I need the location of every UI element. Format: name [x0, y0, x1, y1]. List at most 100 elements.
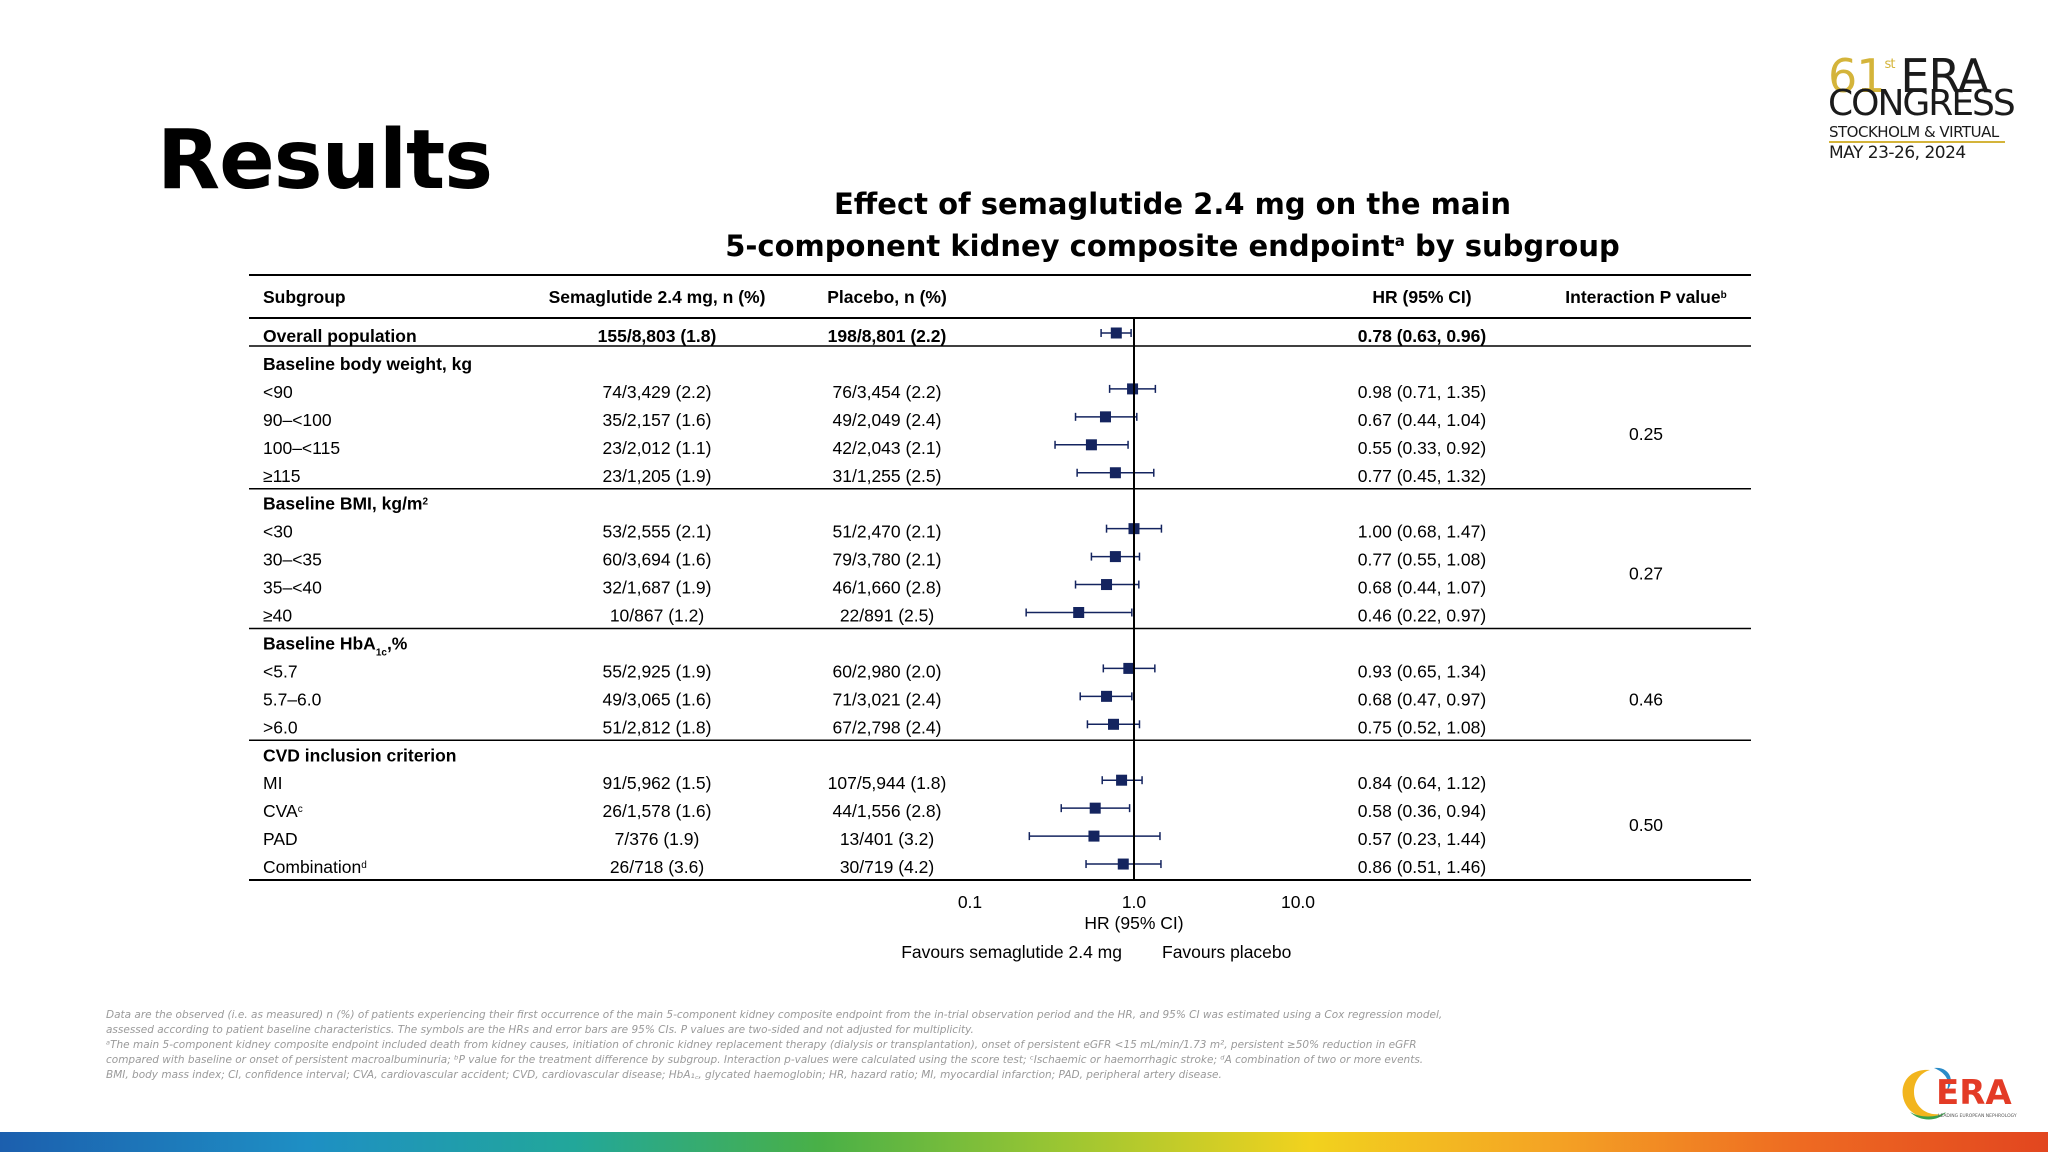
placebo-value: 67/2,798 (2.4) [833, 717, 942, 737]
footnote-2: ᵃThe main 5-component kidney composite e… [106, 1039, 1424, 1066]
semaglutide-value: 55/2,925 (1.9) [603, 661, 712, 681]
hr-value: 0.58 (0.36, 0.94) [1358, 801, 1486, 821]
subgroup-label: 100–<115 [263, 438, 340, 458]
hr-marker [1088, 830, 1100, 842]
placebo-value: 31/1,255 (2.5) [833, 466, 942, 486]
era-logo-swirl-3 [1910, 1112, 1946, 1120]
hr-value: 0.98 (0.71, 1.35) [1358, 382, 1486, 402]
x-axis-label: HR (95% CI) [1084, 913, 1183, 933]
placebo-value: 76/3,454 (2.2) [833, 382, 942, 402]
hr-marker [1127, 383, 1139, 395]
hr-value: 0.46 (0.22, 0.97) [1358, 606, 1486, 626]
congress-logo: 61st ERA CONGRESS STOCKHOLM & VIRTUAL MAY… [1828, 49, 2016, 163]
semaglutide-value: 91/5,962 (1.5) [603, 773, 712, 793]
placebo-value: 51/2,470 (2.1) [833, 522, 942, 542]
interaction-p-value: 0.25 [1629, 424, 1663, 444]
subgroup-label: 30–<35 [263, 550, 322, 570]
subgroup-label: <30 [263, 522, 293, 542]
placebo-value: 42/2,043 (2.1) [833, 438, 942, 458]
placebo-value: 30/719 (4.2) [840, 857, 934, 877]
chart-title-line2: 5-component kidney composite endpointa b… [725, 229, 1620, 263]
subgroup-label: ≥40 [263, 606, 292, 626]
hr-marker [1123, 662, 1135, 674]
interaction-p-value: 0.27 [1629, 564, 1663, 584]
x-tick-label: 1.0 [1122, 892, 1147, 912]
chart-title: Effect of semaglutide 2.4 mg on the main… [600, 186, 1745, 265]
hr-marker [1109, 551, 1121, 563]
era-logo-text: ERA [1936, 1073, 2012, 1113]
semaglutide-value: 53/2,555 (2.1) [603, 522, 712, 542]
hr-value: 0.77 (0.45, 1.32) [1358, 466, 1486, 486]
subgroup-label: MI [263, 773, 282, 793]
hr-value: 0.93 (0.65, 1.34) [1358, 661, 1486, 681]
placebo-value: 79/3,780 (2.1) [833, 550, 942, 570]
placebo-value: 46/1,660 (2.8) [833, 578, 942, 598]
subgroup-label: 5.7–6.0 [263, 689, 322, 709]
group-header: Baseline HbA1c,% [263, 633, 408, 658]
semaglutide-value: 26/1,578 (1.6) [603, 801, 712, 821]
subgroup-label: 90–<100 [263, 410, 332, 430]
forest-plot: Subgroup Semaglutide 2.4 mg, n (%) Placebo… [249, 274, 1751, 962]
era-logo-subtext: LEADING EUROPEAN NEPHROLOGY [1938, 1113, 2017, 1119]
group-header: Baseline BMI, kg/m2 [263, 494, 429, 514]
subgroup-label: <90 [263, 382, 293, 402]
interaction-p-value: 0.50 [1629, 815, 1663, 835]
hr-value: 0.68 (0.44, 1.07) [1358, 578, 1486, 598]
placebo-value: 107/5,944 (1.8) [828, 773, 947, 793]
x-tick-label: 10.0 [1281, 892, 1315, 912]
subgroup-label: PAD [263, 829, 298, 849]
era-logo-swirl-2 [1934, 1067, 1951, 1092]
footnotes: Data are the observed (i.e. as measured)… [106, 1008, 1466, 1083]
placebo-value: 22/891 (2.5) [840, 606, 934, 626]
overall-label: Overall population [263, 326, 417, 346]
header-semaglutide: Semaglutide 2.4 mg, n (%) [549, 287, 766, 307]
subgroup-label: CVAc [263, 801, 303, 821]
semaglutide-value: 51/2,812 (1.8) [603, 717, 712, 737]
hr-marker [1110, 327, 1122, 339]
hr-marker [1101, 579, 1113, 591]
subgroup-label: ≥115 [263, 466, 301, 486]
placebo-value: 60/2,980 (2.0) [833, 661, 942, 681]
semaglutide-value: 60/3,694 (1.6) [603, 550, 712, 570]
semaglutide-value: 35/2,157 (1.6) [603, 410, 712, 430]
hr-value: 0.68 (0.47, 0.97) [1358, 689, 1486, 709]
footnote-1: Data are the observed (i.e. as measured)… [106, 1009, 1443, 1036]
hr-value: 0.77 (0.55, 1.08) [1358, 550, 1486, 570]
hr-marker [1108, 718, 1120, 730]
hr-marker [1073, 607, 1085, 618]
placebo-value: 198/8,801 (2.2) [828, 326, 947, 346]
semaglutide-value: 23/1,205 (1.9) [603, 466, 712, 486]
interaction-p-value: 0.46 [1629, 689, 1663, 709]
hr-marker [1116, 774, 1128, 786]
favours-left-label: Favours semaglutide 2.4 mg [901, 942, 1122, 962]
header-interaction-p: Interaction P valueb [1565, 287, 1726, 307]
era-logo-swirl [1902, 1069, 1940, 1118]
group-header: CVD inclusion criterion [263, 745, 457, 765]
header-placebo: Placebo, n (%) [827, 287, 947, 307]
hr-marker [1117, 858, 1129, 870]
semaglutide-value: 10/867 (1.2) [610, 606, 704, 626]
hr-value: 0.78 (0.63, 0.96) [1358, 326, 1486, 346]
semaglutide-value: 23/2,012 (1.1) [603, 438, 712, 458]
placebo-value: 71/3,021 (2.4) [833, 689, 942, 709]
group-header: Baseline body weight, kg [263, 354, 472, 374]
placebo-value: 13/401 (3.2) [840, 829, 934, 849]
hr-marker [1089, 802, 1101, 814]
semaglutide-value: 26/718 (3.6) [610, 857, 704, 877]
hr-marker [1101, 690, 1113, 702]
semaglutide-value: 7/376 (1.9) [615, 829, 700, 849]
x-tick-label: 0.1 [958, 892, 982, 912]
hr-marker [1109, 467, 1121, 479]
hr-marker [1085, 439, 1097, 451]
hr-value: 0.55 (0.33, 0.92) [1358, 438, 1486, 458]
chart-title-line1: Effect of semaglutide 2.4 mg on the main [834, 187, 1511, 221]
semaglutide-value: 32/1,687 (1.9) [603, 578, 712, 598]
footnote-3: BMI, body mass index; CI, confidence int… [106, 1069, 1222, 1081]
hr-value: 0.86 (0.51, 1.46) [1358, 857, 1486, 877]
era-logo: ERA LEADING EUROPEAN NEPHROLOGY [1902, 1067, 2017, 1120]
semaglutide-value: 49/3,065 (1.6) [603, 689, 712, 709]
subgroup-label: >6.0 [263, 717, 298, 737]
hr-value: 0.84 (0.64, 1.12) [1358, 773, 1486, 793]
hr-value: 1.00 (0.68, 1.47) [1358, 522, 1486, 542]
semaglutide-value: 155/8,803 (1.8) [598, 326, 717, 346]
